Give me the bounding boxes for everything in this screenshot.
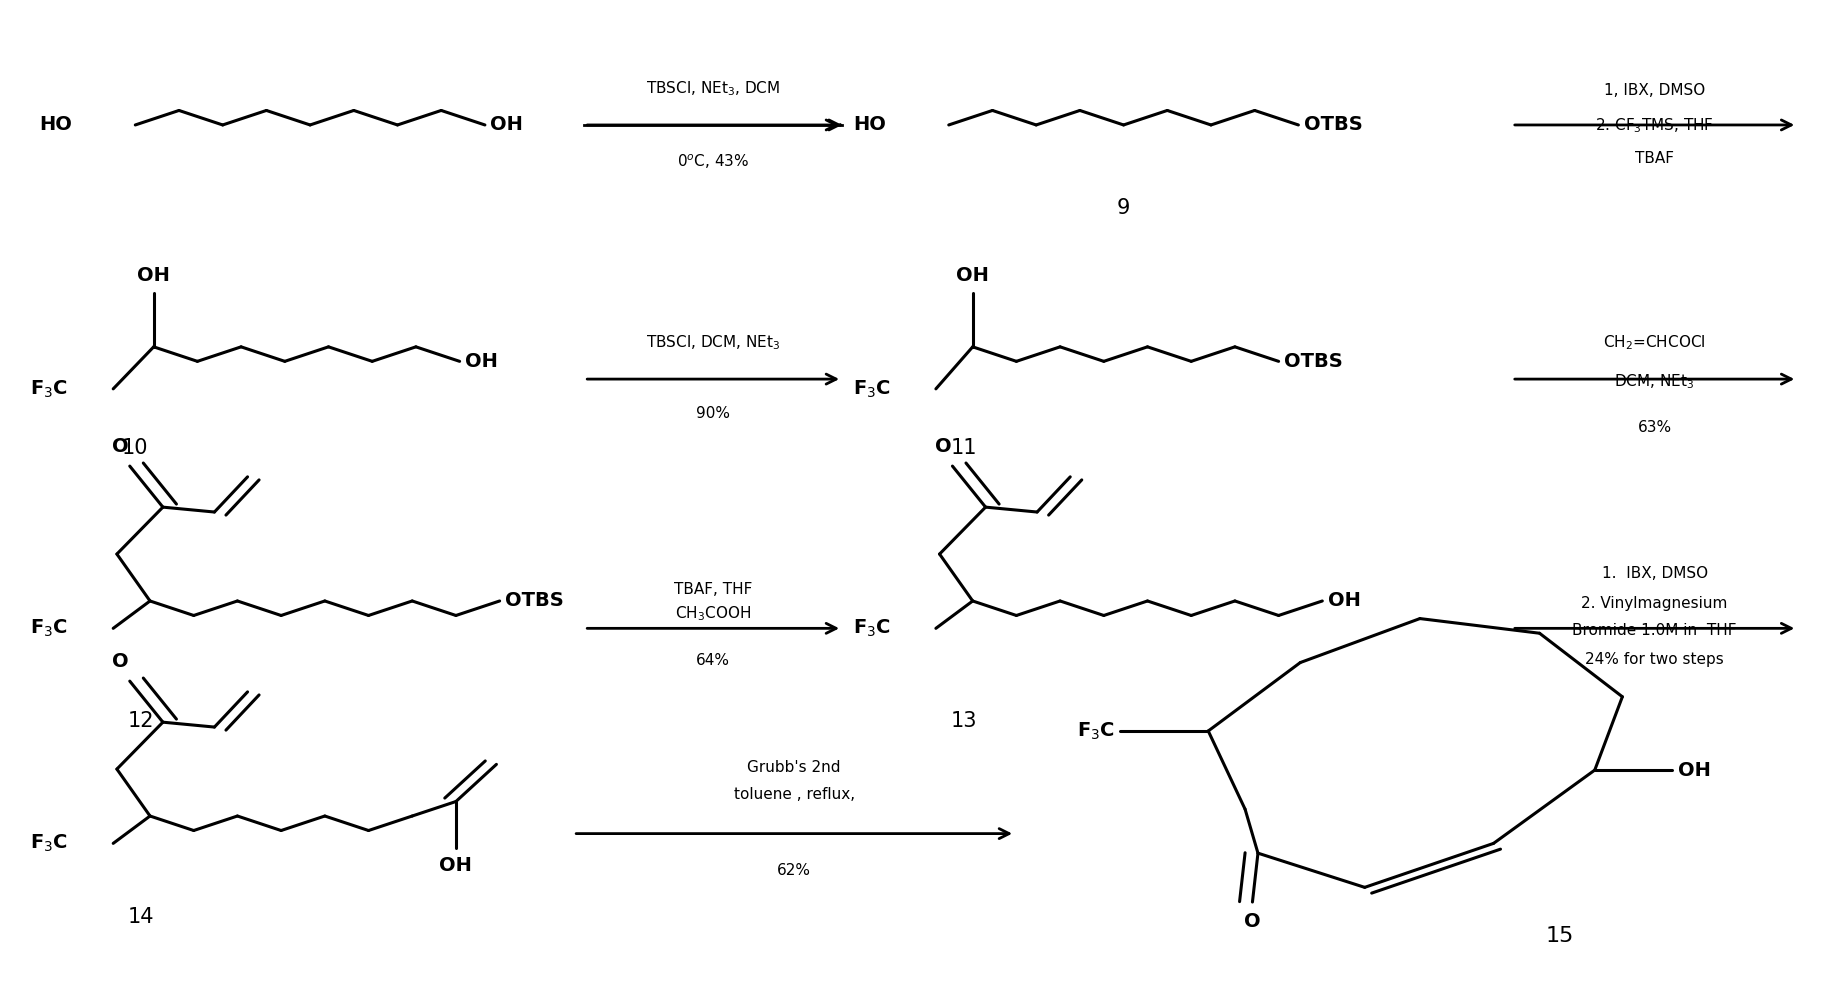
Text: 2. CF$_3$TMS, THF: 2. CF$_3$TMS, THF bbox=[1595, 116, 1713, 135]
Text: 15: 15 bbox=[1545, 926, 1573, 947]
Text: O: O bbox=[934, 437, 951, 456]
Text: O: O bbox=[1244, 912, 1261, 931]
Text: 63%: 63% bbox=[1637, 420, 1672, 435]
Text: 14: 14 bbox=[127, 907, 153, 927]
Text: OH: OH bbox=[956, 266, 989, 285]
Text: 1, IBX, DMSO: 1, IBX, DMSO bbox=[1604, 83, 1706, 97]
Text: OH: OH bbox=[491, 115, 522, 135]
Text: TBSCl, NEt$_3$, DCM: TBSCl, NEt$_3$, DCM bbox=[646, 79, 781, 97]
Text: Grubb's 2nd: Grubb's 2nd bbox=[748, 760, 842, 775]
Text: F$_3$C: F$_3$C bbox=[1076, 721, 1115, 741]
Text: OH: OH bbox=[1678, 761, 1711, 780]
Text: F$_3$C: F$_3$C bbox=[30, 378, 68, 399]
Text: 13: 13 bbox=[951, 712, 977, 731]
Text: OTBS: OTBS bbox=[1303, 115, 1362, 135]
Text: F$_3$C: F$_3$C bbox=[853, 378, 892, 399]
Text: OH: OH bbox=[1327, 592, 1361, 610]
Text: 0$^o$C, 43%: 0$^o$C, 43% bbox=[677, 152, 749, 171]
Text: CH$_2$=CHCOCl: CH$_2$=CHCOCl bbox=[1604, 333, 1706, 352]
Text: 2. Vinylmagnesium: 2. Vinylmagnesium bbox=[1582, 596, 1728, 610]
Text: F$_3$C: F$_3$C bbox=[853, 617, 892, 639]
Text: F$_3$C: F$_3$C bbox=[30, 833, 68, 854]
Text: 24% for two steps: 24% for two steps bbox=[1586, 653, 1724, 667]
Text: 62%: 62% bbox=[777, 863, 810, 878]
Text: OH: OH bbox=[137, 266, 170, 285]
Text: TBAF: TBAF bbox=[1636, 151, 1674, 166]
Text: CH$_3$COOH: CH$_3$COOH bbox=[676, 605, 751, 623]
Text: toluene , reflux,: toluene , reflux, bbox=[733, 787, 855, 802]
Text: OH: OH bbox=[439, 856, 473, 875]
Text: 64%: 64% bbox=[696, 653, 731, 667]
Text: DCM, NEt$_3$: DCM, NEt$_3$ bbox=[1615, 373, 1695, 391]
Text: 10: 10 bbox=[122, 437, 148, 458]
Text: F$_3$C: F$_3$C bbox=[30, 617, 68, 639]
Text: 12: 12 bbox=[127, 712, 153, 731]
Text: HO: HO bbox=[39, 115, 72, 135]
Text: TBSCl, DCM, NEt$_3$: TBSCl, DCM, NEt$_3$ bbox=[646, 333, 781, 352]
Text: 90%: 90% bbox=[696, 406, 731, 422]
Text: 9: 9 bbox=[1117, 199, 1130, 218]
Text: HO: HO bbox=[853, 115, 886, 135]
Text: Bromide 1.0M in  THF: Bromide 1.0M in THF bbox=[1573, 623, 1737, 638]
Text: 1.  IBX, DMSO: 1. IBX, DMSO bbox=[1602, 566, 1708, 581]
Text: TBAF, THF: TBAF, THF bbox=[674, 582, 753, 597]
Text: O: O bbox=[113, 653, 129, 671]
Text: 11: 11 bbox=[951, 437, 977, 458]
Text: OTBS: OTBS bbox=[506, 592, 563, 610]
Text: OTBS: OTBS bbox=[1285, 352, 1342, 371]
Text: OH: OH bbox=[465, 352, 498, 371]
Text: O: O bbox=[113, 437, 129, 456]
